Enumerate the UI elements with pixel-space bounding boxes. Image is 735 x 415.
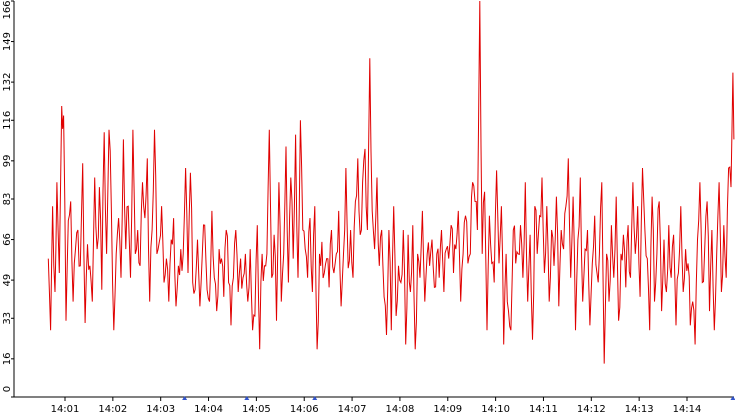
x-tick-label: 14:12 [577, 404, 606, 415]
y-tick-label: 99 [2, 154, 13, 167]
x-tick-label: 14:03 [146, 404, 175, 415]
y-tick-label: 166 [2, 0, 13, 19]
y-tick-label: 0 [2, 386, 13, 392]
x-tick-label: 14:07 [338, 404, 367, 415]
y-tick-label: 132 [2, 73, 13, 92]
x-tick-label: 14:10 [481, 404, 510, 415]
x-tick-label: 14:14 [673, 404, 702, 415]
series-layer [47, 0, 735, 364]
time-marker [244, 396, 250, 400]
y-tick-label: 16 [2, 352, 13, 365]
x-tick-label: 14:09 [433, 404, 462, 415]
x-axis-ticks: 14:01 14:02 14:03 14:04 14:05 14:06 14:07 14:08… [51, 397, 702, 415]
x-tick-label: 14:13 [625, 404, 654, 415]
y-tick-label: 66 [2, 233, 13, 246]
x-tick-label: 14:05 [242, 404, 271, 415]
x-tick-label: 14:02 [98, 404, 127, 415]
time-marker [312, 396, 318, 400]
x-tick-label: 14:06 [290, 404, 319, 415]
y-tick-label: 33 [2, 312, 13, 325]
time-markers [182, 396, 735, 400]
y-tick-label: 149 [2, 32, 13, 51]
x-tick-label: 14:08 [386, 404, 415, 415]
y-axis-ticks: 0 16 33 49 66 83 99 116 132 149 166 [2, 0, 14, 398]
x-tick-label: 14:01 [51, 404, 80, 415]
x-tick-label: 14:11 [529, 404, 558, 415]
y-tick-label: 49 [2, 274, 13, 287]
time-marker [182, 396, 188, 400]
y-tick-label: 116 [2, 111, 13, 130]
x-tick-label: 14:04 [194, 404, 223, 415]
time-marker [730, 396, 735, 400]
y-tick-label: 83 [2, 193, 13, 206]
series-line [47, 0, 735, 364]
